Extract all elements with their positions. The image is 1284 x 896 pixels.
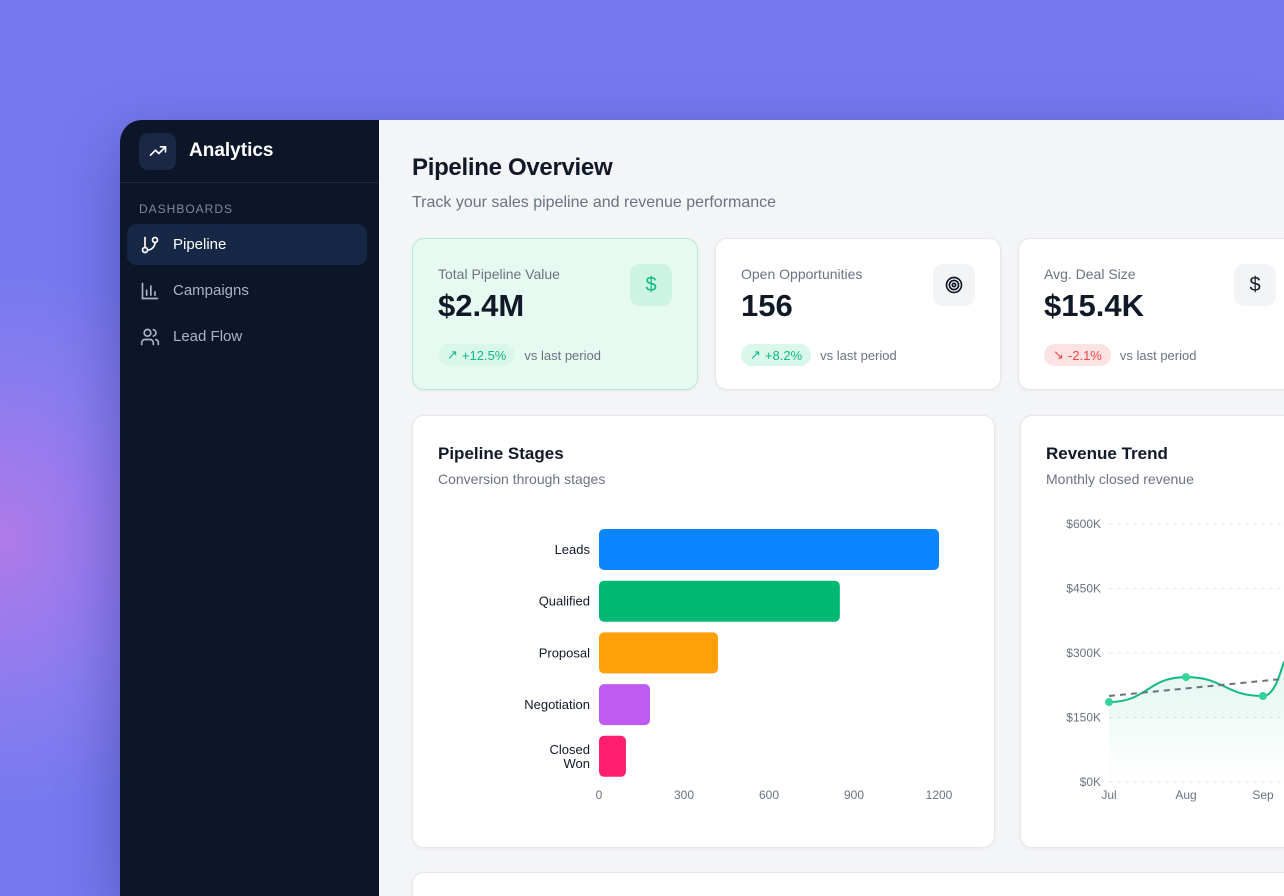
category-label: Proposal [539, 645, 590, 660]
dollar-icon: $ [630, 264, 672, 306]
x-tick-label: 1200 [926, 788, 953, 802]
chart-subtitle: Conversion through stages [438, 471, 606, 487]
sidebar-item-campaigns[interactable]: Campaigns [127, 270, 367, 311]
x-tick-label: Jul [1101, 788, 1116, 802]
pipeline-stages-card: Pipeline Stages Conversion through stage… [412, 415, 995, 848]
y-tick-label: $300K [1066, 646, 1101, 660]
target-icon [933, 264, 975, 306]
trend-line [1108, 677, 1284, 697]
data-point [1105, 698, 1113, 707]
sidebar-item-lead-flow[interactable]: Lead Flow [127, 316, 367, 357]
git-branch-icon [141, 236, 159, 253]
page-title: Pipeline Overview [412, 154, 613, 181]
x-tick-label: 300 [674, 788, 694, 802]
change-value: +8.2% [764, 347, 803, 363]
chart-subtitle: Monthly closed revenue [1046, 471, 1194, 487]
kpi-value: 156 [741, 288, 793, 323]
revenue-area [1109, 661, 1284, 782]
trend-down-icon: ↘ [1053, 347, 1064, 362]
section-label: DASHBOARDS [139, 202, 234, 216]
page-subtitle: Track your sales pipeline and revenue pe… [412, 194, 777, 211]
y-tick-label: $600K [1066, 517, 1101, 531]
trending-up-icon [139, 132, 176, 170]
kpi-label: Avg. Deal Size [1044, 266, 1136, 282]
chart-row: Pipeline Stages Conversion through stage… [412, 415, 1284, 848]
sidebar-nav: Pipeline Campaigns Lead Flow [127, 224, 367, 357]
kpi-card-avg-deal-size: Avg. Deal Size $15.4K $ ↘ -2.1% vs last pe… [1018, 238, 1284, 390]
bar-negotiation [599, 684, 650, 726]
app-title: Analytics [189, 140, 274, 161]
x-tick-label: 0 [596, 788, 603, 802]
kpi-label: Open Opportunities [741, 266, 863, 282]
change-note: vs last period [1119, 347, 1197, 363]
change-badge: ↘ -2.1% [1044, 344, 1111, 366]
kpi-row: Total Pipeline Value $2.4M $ ↗ +12.5% vs l… [412, 238, 1284, 390]
category-label: Closed [550, 742, 590, 757]
trend-up-icon: ↗ [750, 347, 761, 362]
change-note: vs last period [820, 347, 897, 363]
sidebar-item-label: Campaigns [173, 282, 249, 299]
change-note: vs last period [524, 347, 601, 363]
kpi-card-pipeline-value: Total Pipeline Value $2.4M $ ↗ +12.5% vs l… [412, 238, 698, 390]
category-label: Won [564, 756, 591, 771]
sidebar-item-pipeline[interactable]: Pipeline [127, 224, 367, 265]
chart-title: Pipeline Stages [438, 444, 564, 463]
data-point [1259, 692, 1267, 700]
users-icon [140, 328, 160, 345]
category-label: Leads [555, 542, 591, 557]
kpi-label: Total Pipeline Value [438, 266, 560, 282]
chart-title: Revenue Trend [1046, 444, 1168, 463]
category-label: Qualified [539, 594, 590, 609]
sidebar-item-label: Pipeline [173, 236, 227, 253]
y-tick-label: $450K [1066, 582, 1101, 596]
x-tick-label: Aug [1175, 788, 1196, 802]
change-badge: ↗ +8.2% [741, 344, 812, 366]
bar-proposal [599, 632, 718, 674]
kpi-card-open-opportunities: Open Opportunities 156 ↗ +8.2% vs last per… [715, 238, 1001, 390]
bottom-card [412, 872, 1284, 896]
bar-chart-icon [141, 282, 159, 299]
bar-leads [599, 529, 939, 570]
change-value: -2.1% [1067, 347, 1102, 363]
brand: Analytics [120, 120, 379, 183]
revenue-trend-chart: $0K $150K $300K $450K $600K Jul Aug Sep [1066, 517, 1284, 802]
pipeline-stages-chart: Leads Qualified Proposal Negotiation ClosedW… [524, 529, 953, 802]
sidebar: Analytics DASHBOARDS Pipeline Campaigns … [120, 120, 379, 896]
dollar-icon: $ [1234, 264, 1276, 306]
sidebar-item-label: Lead Flow [173, 328, 243, 345]
x-tick-label: 900 [844, 788, 864, 802]
change-badge: ↗ +12.5% [438, 344, 516, 366]
kpi-value: $15.4K [1044, 288, 1144, 323]
bar-qualified [599, 580, 840, 622]
trend-up-icon: ↗ [447, 347, 458, 362]
y-tick-label: $0K [1080, 775, 1101, 789]
kpi-value: $2.4M [438, 288, 525, 323]
y-tick-label: $150K [1066, 711, 1101, 725]
revenue-trend-card: Revenue Trend Monthly closed revenue $0K… [1020, 415, 1284, 848]
change-value: +12.5% [461, 347, 507, 363]
x-tick-label: 600 [759, 788, 779, 802]
x-tick-label: Sep [1252, 788, 1274, 802]
category-label: Negotiation [524, 697, 590, 712]
app-window: Analytics DASHBOARDS Pipeline Campaigns … [120, 120, 1284, 896]
bar-closed-won [599, 735, 626, 777]
data-point [1182, 673, 1190, 682]
main-content: Pipeline Overview Track your sales pipel… [379, 120, 1284, 896]
